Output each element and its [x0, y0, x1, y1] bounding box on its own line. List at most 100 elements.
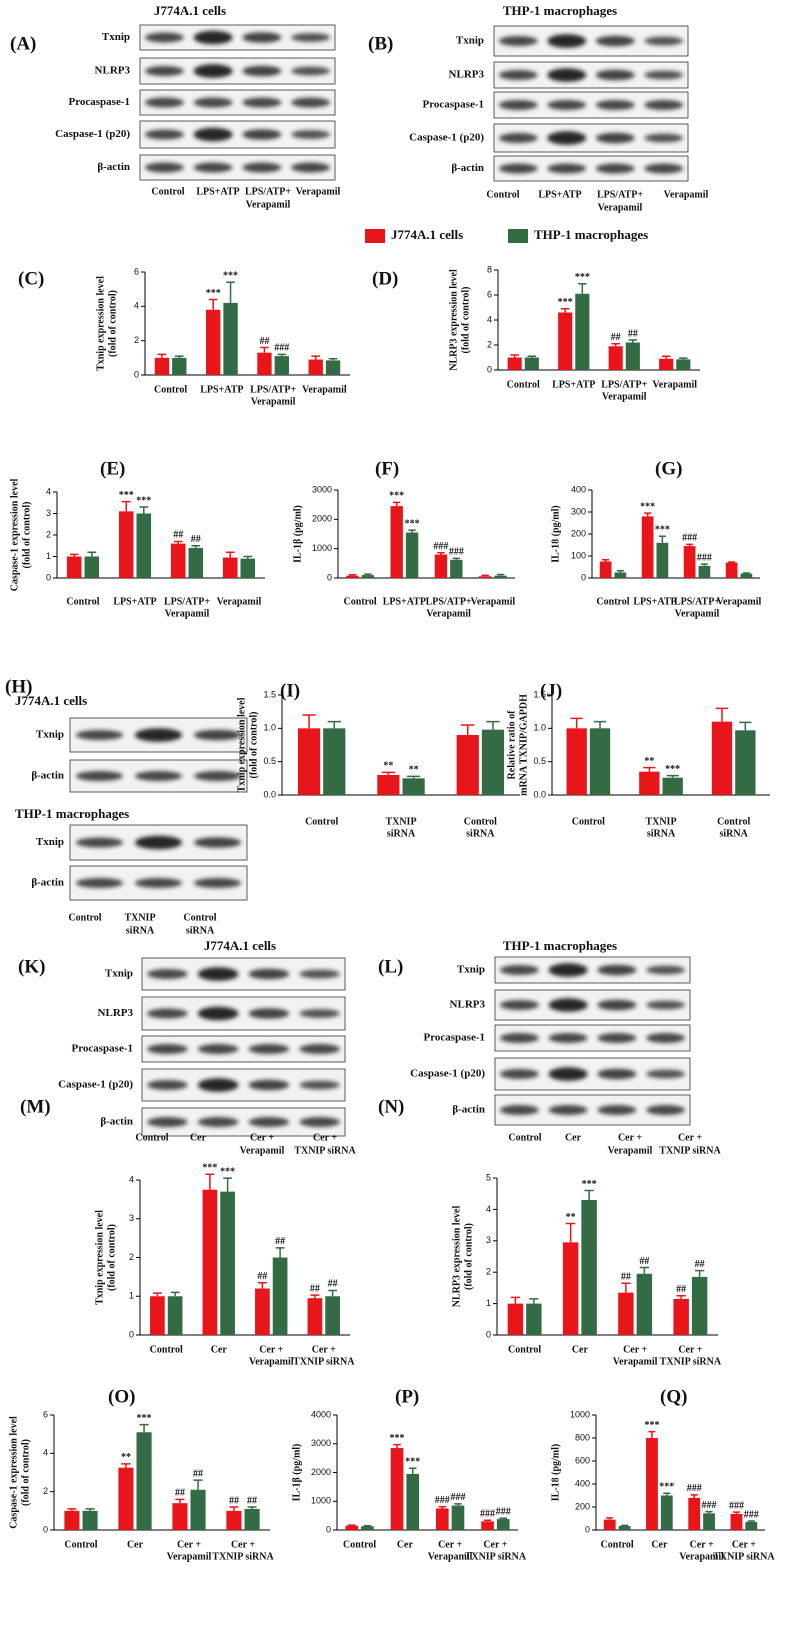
y-tick-label: 2000 — [311, 1467, 331, 1477]
bar — [507, 1303, 524, 1335]
error-bar — [565, 1222, 576, 1243]
error-bar — [454, 1503, 462, 1506]
blot-row-label: Txnip — [102, 31, 130, 43]
bar — [220, 1191, 235, 1335]
significance-label: ** — [566, 1212, 576, 1223]
legend-label: THP-1 macrophages — [534, 227, 648, 242]
y-tick-label: 6 — [134, 266, 139, 276]
error-bar — [602, 558, 610, 562]
x-tick-label: TXNIP — [385, 816, 416, 827]
blot-band — [595, 69, 635, 81]
y-tick-label: 1000 — [311, 1496, 331, 1506]
error-bar — [139, 506, 149, 514]
blot-column-label: Control — [486, 189, 519, 200]
x-tick-label: Cer + — [177, 1539, 201, 1550]
bar — [307, 1298, 323, 1335]
error-bar — [486, 720, 500, 730]
blot-column-label: LPS/ATP+ — [597, 189, 643, 200]
bar — [170, 543, 186, 578]
error-bar — [663, 1492, 671, 1496]
error-bar — [732, 1511, 741, 1514]
bar — [272, 1257, 288, 1335]
error-bar — [510, 354, 519, 358]
error-bar — [620, 1524, 629, 1527]
x-tick-label: Control — [154, 384, 187, 395]
significance-label: ### — [687, 1483, 702, 1494]
blot-band — [499, 1033, 539, 1043]
significance-label: ## — [191, 534, 201, 545]
x-tick-label: Verapamil — [302, 384, 347, 395]
y-tick-label: 2 — [46, 529, 51, 539]
blot-column-label: Cer + — [250, 1132, 274, 1143]
blot-row-label: Procaspase-1 — [423, 1032, 485, 1044]
x-tick-label: siRNA — [719, 828, 748, 839]
blot-band — [197, 1006, 239, 1021]
error-bar — [510, 1296, 521, 1304]
bar — [688, 1497, 701, 1530]
significance-label: *** — [389, 491, 404, 502]
x-tick-label: Verapamil — [249, 1356, 294, 1367]
y-axis-label: (fold of control) — [463, 1223, 474, 1290]
x-tick-label: Verapamil — [165, 608, 210, 619]
x-tick-label: TXNIP siRNA — [293, 1356, 355, 1367]
x-tick-label: Cer + — [231, 1539, 255, 1550]
error-bar — [584, 1189, 594, 1200]
x-tick-label: Cer + — [678, 1344, 702, 1355]
x-tick-label: Verapamil — [217, 596, 262, 607]
y-tick-label: 2 — [129, 1252, 134, 1262]
blot-row-label: β-actin — [452, 1104, 485, 1116]
blot-band — [299, 1009, 340, 1018]
error-bar — [690, 1494, 698, 1498]
x-tick-label: Verapamil — [602, 391, 647, 402]
significance-label: *** — [405, 1456, 420, 1467]
x-tick-label: Control — [66, 596, 99, 607]
blot-band — [193, 878, 242, 888]
error-bar — [694, 1269, 705, 1277]
bar — [703, 1513, 715, 1530]
blot-band — [291, 97, 331, 108]
error-bar — [529, 1298, 539, 1304]
error-bar — [174, 355, 184, 358]
blot-column-label: Verapamil — [240, 1145, 285, 1156]
panel-label: (H) — [5, 676, 32, 697]
x-tick-label: Control — [64, 1539, 97, 1550]
x-tick-label: Verapamil — [428, 1551, 473, 1562]
blot-band — [193, 64, 233, 78]
blot-band — [595, 35, 635, 47]
error-bar — [578, 283, 587, 294]
y-axis-label: IL-18 (pg/ml) — [550, 1444, 561, 1502]
blot-band — [548, 1067, 588, 1081]
bar — [735, 730, 756, 795]
error-bar — [644, 512, 652, 517]
x-tick-label: Control — [508, 1344, 541, 1355]
blot-row-label: Procaspase-1 — [422, 99, 484, 111]
bar — [82, 1510, 98, 1530]
blot-column-label: Verapamil — [296, 186, 341, 197]
bar — [240, 558, 256, 578]
significance-label: ## — [621, 1271, 631, 1282]
significance-label: ### — [435, 1495, 450, 1506]
y-tick-label: 4 — [487, 314, 492, 324]
blot-title: THP-1 macrophages — [503, 938, 617, 953]
x-tick-label: LPS/ATP+ — [164, 596, 210, 607]
significance-label: *** — [119, 490, 134, 501]
blot-title: J774A.1 cells — [15, 693, 87, 708]
blot-column-label: Verapamil — [598, 202, 643, 213]
blot-band — [134, 835, 183, 850]
x-tick-label: Control — [717, 816, 750, 827]
y-axis-label: IL-18 (pg/ml) — [550, 505, 561, 563]
blot-band — [548, 1033, 588, 1043]
bar — [683, 546, 696, 578]
significance-label: *** — [659, 1481, 674, 1492]
x-tick-label: LPS+ATP — [552, 379, 595, 390]
x-tick-label: Cer — [397, 1539, 414, 1550]
y-axis-label: Txnip expression level — [94, 1210, 105, 1305]
error-bar — [742, 572, 750, 574]
bar — [524, 357, 539, 370]
error-bar — [739, 721, 752, 731]
blot-band — [597, 999, 637, 1011]
blot-band — [548, 998, 588, 1012]
panel-label: (O) — [108, 1386, 135, 1407]
blot-band — [646, 1069, 686, 1079]
blot-band — [644, 133, 684, 143]
